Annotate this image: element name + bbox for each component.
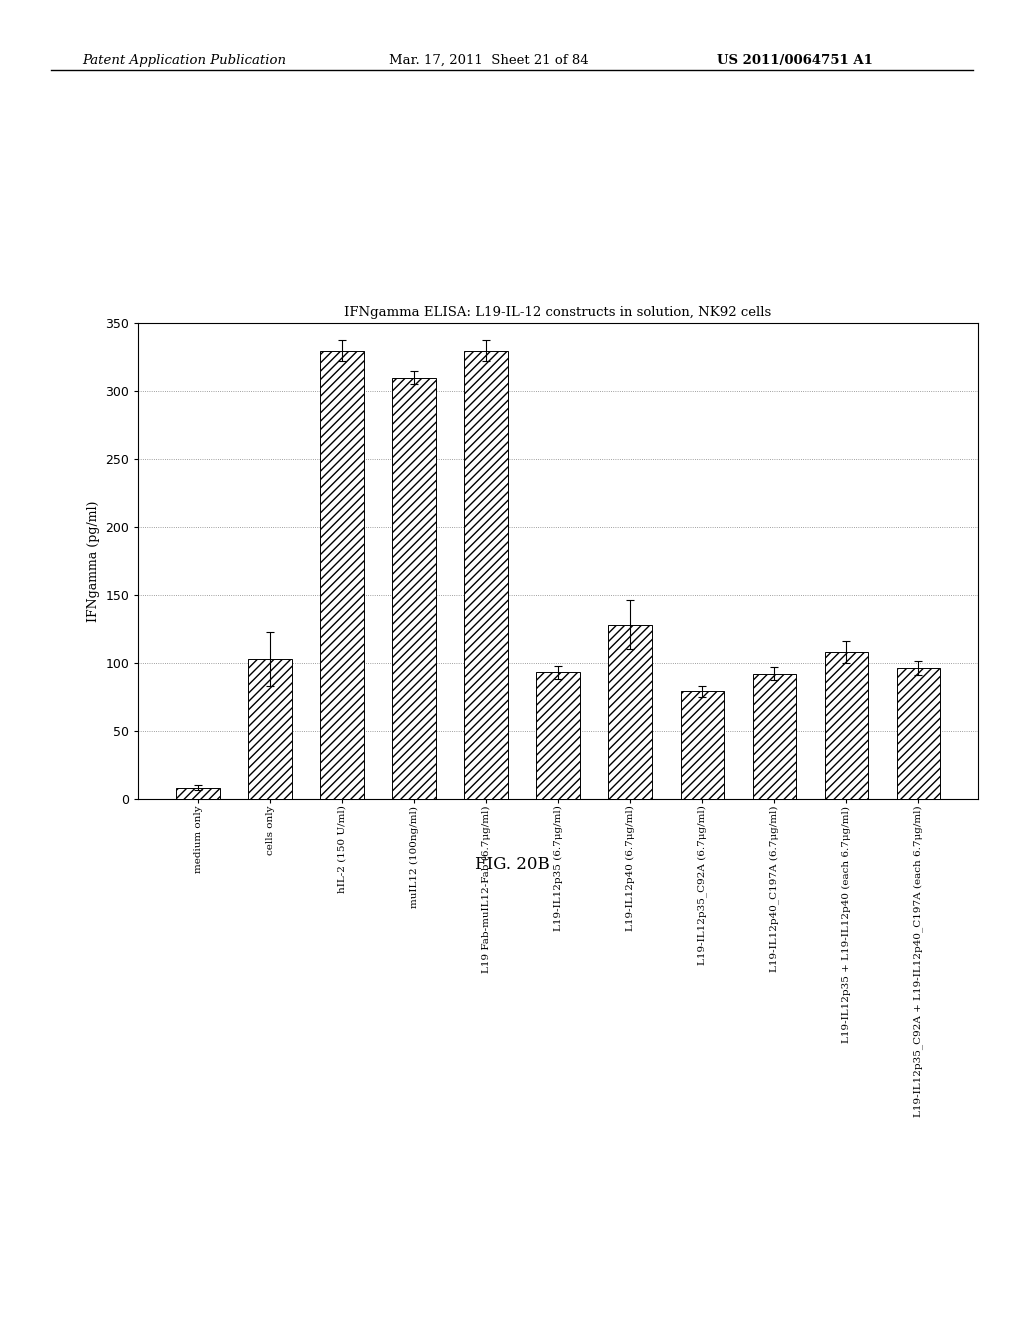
Text: US 2011/0064751 A1: US 2011/0064751 A1 — [717, 54, 872, 66]
Bar — [249, 659, 292, 799]
Text: FIG. 20B: FIG. 20B — [475, 857, 549, 873]
Bar — [465, 351, 508, 799]
Bar — [321, 351, 364, 799]
Bar — [824, 652, 867, 799]
Title: IFNgamma ELISA: L19-IL-12 constructs in solution, NK92 cells: IFNgamma ELISA: L19-IL-12 constructs in … — [344, 306, 772, 319]
Bar — [753, 673, 796, 799]
Bar — [392, 378, 435, 799]
Bar — [681, 692, 724, 799]
Text: Patent Application Publication: Patent Application Publication — [82, 54, 286, 66]
Bar — [897, 668, 940, 799]
Bar — [176, 788, 219, 799]
Bar — [608, 624, 651, 799]
Bar — [537, 672, 580, 799]
Text: Mar. 17, 2011  Sheet 21 of 84: Mar. 17, 2011 Sheet 21 of 84 — [389, 54, 589, 66]
Y-axis label: IFNgamma (pg/ml): IFNgamma (pg/ml) — [87, 500, 99, 622]
